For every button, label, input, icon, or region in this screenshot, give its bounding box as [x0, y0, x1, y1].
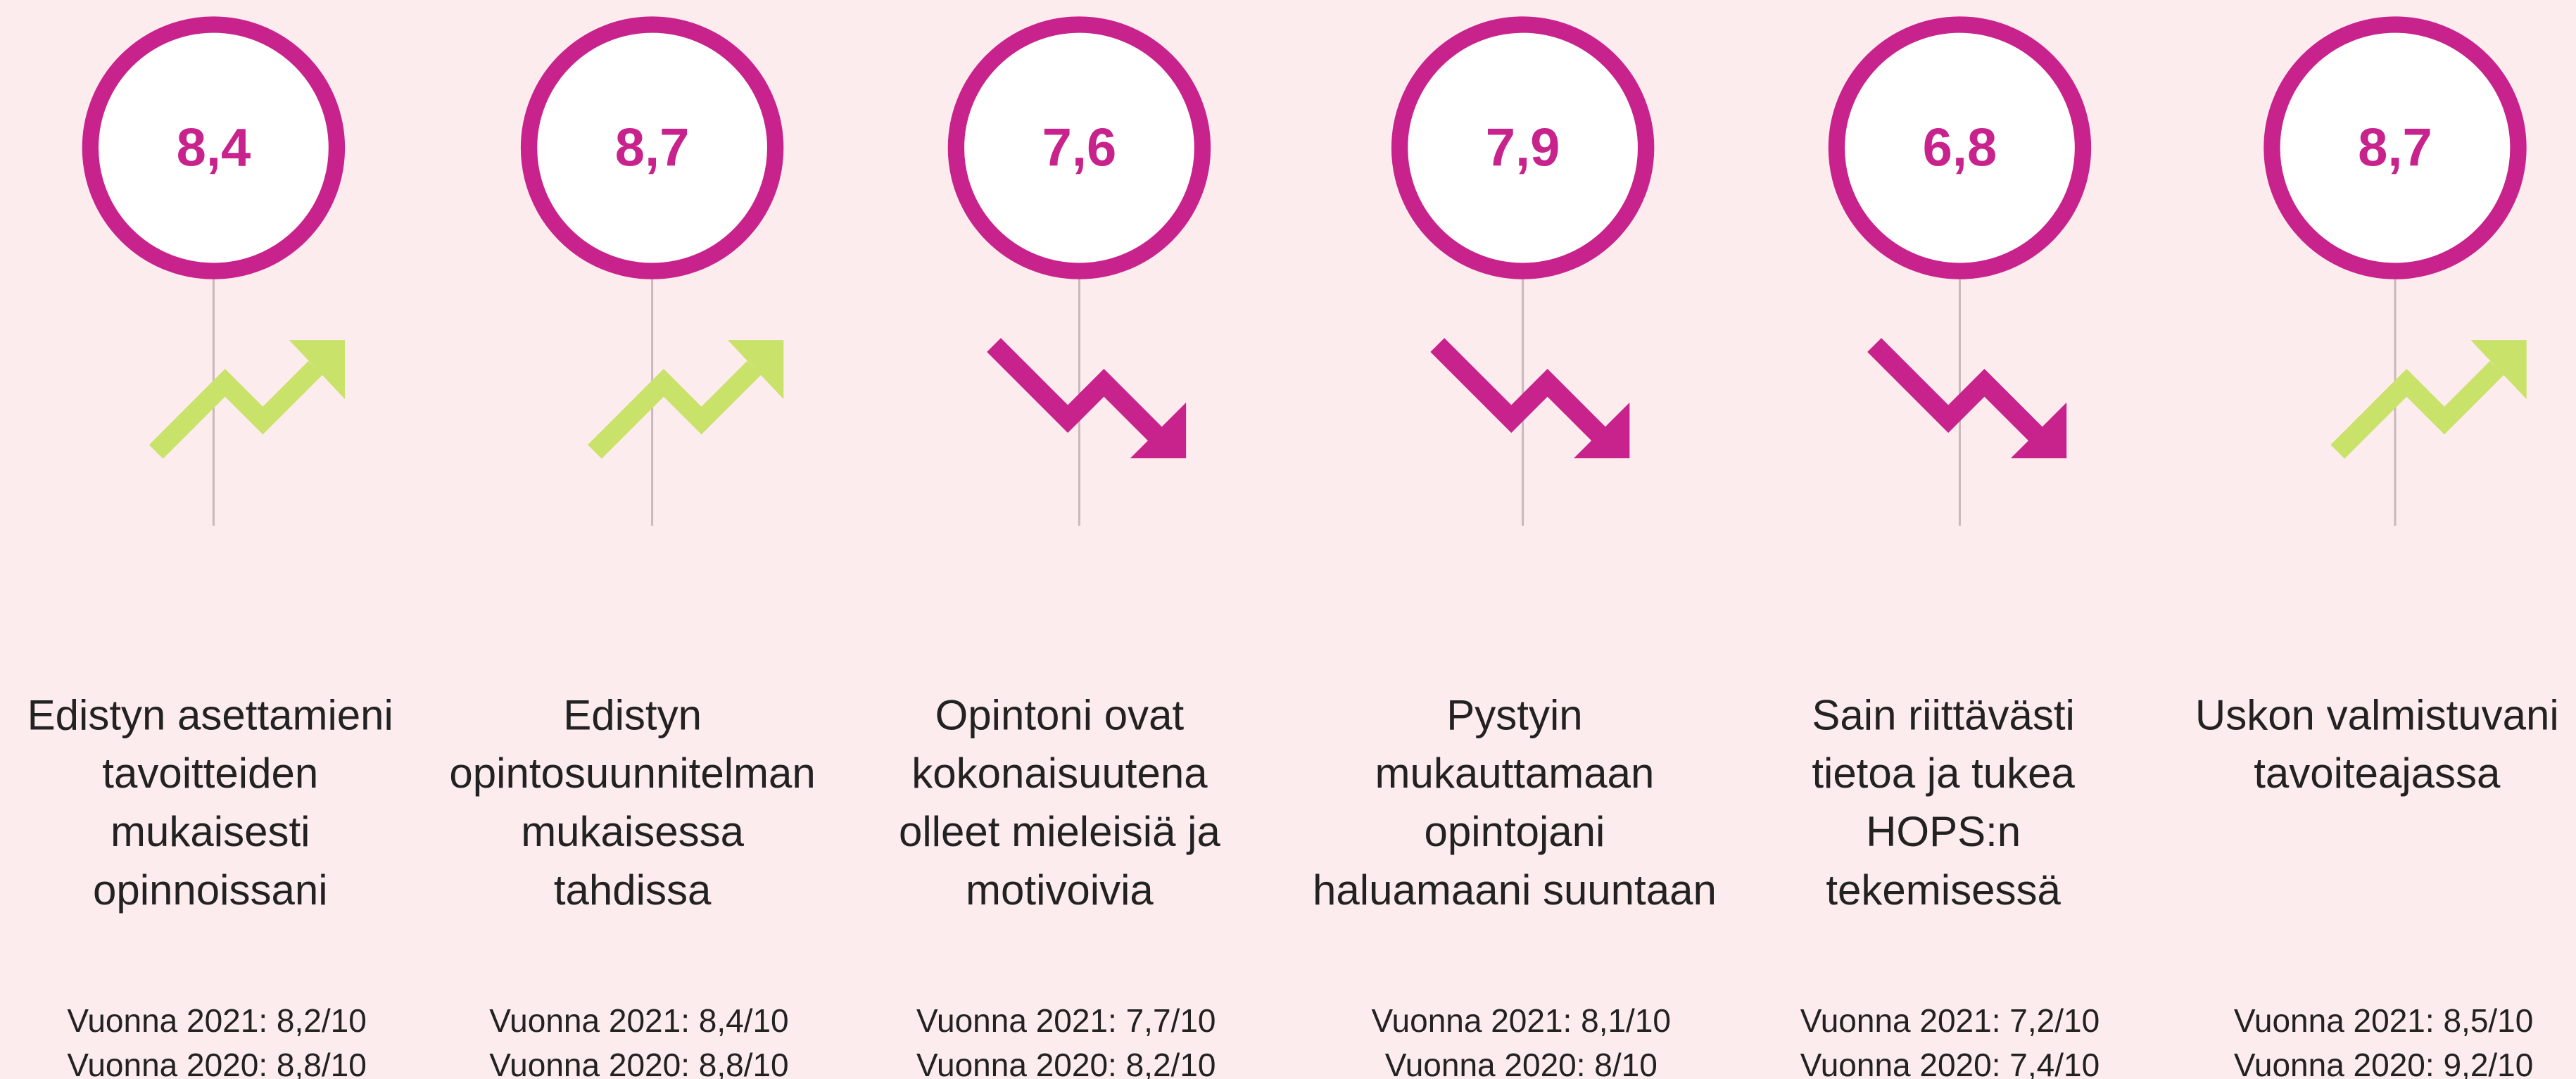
label-line: Opintoni ovat [935, 691, 1185, 738]
score-circle [82, 16, 346, 279]
label-line: tahdissa [554, 866, 712, 914]
label-line: Edistyn [563, 691, 702, 738]
label-line: tietoa ja tukea [1812, 750, 2075, 797]
score: 6,8 [1923, 118, 1997, 178]
label-line: tavoiteajassa [2254, 750, 2501, 797]
score: 7,6 [1042, 118, 1117, 178]
score-circle [520, 16, 784, 279]
item: 7,9 Pystyin mukauttamaan opintojani haluamaa… [1313, 16, 1717, 1079]
history-line: Vuonna 2021: 8,5/10 [2234, 1002, 2533, 1039]
history-line: Vuonna 2020: 8,8/10 [489, 1047, 788, 1079]
label-line: HOPS:n [1866, 808, 2021, 855]
label-line: motivoivia [966, 866, 1154, 914]
item: 8,7 Uskon valmistuvani tavoiteajassa Vuonna… [2195, 16, 2559, 1079]
label-line: kokonaisuutena [911, 750, 1208, 797]
score-circle [1391, 16, 1655, 279]
trend-arrow-line [1430, 338, 1612, 448]
trend-arrow-line [987, 338, 1169, 448]
history-line: Vuonna 2021: 7,7/10 [916, 1002, 1216, 1039]
history-line: Vuonna 2020: 8,8/10 [67, 1047, 366, 1079]
trend-arrow-line [2330, 360, 2504, 459]
trend-arrow-head [2010, 402, 2067, 459]
item: 6,8 Sain riittävästi tietoa ja tukea HOPS:n… [1800, 16, 2100, 1079]
label-line: Pystyin [1446, 691, 1582, 738]
trend-arrow-line [1867, 338, 2050, 448]
label-line: Edistyn asettamieni [27, 691, 393, 738]
label-line: Sain riittävästi [1812, 691, 2074, 738]
score: 8,7 [2358, 118, 2432, 178]
history-line: Vuonna 2020: 8/10 [1385, 1047, 1658, 1079]
history-line: Vuonna 2021: 8,2/10 [67, 1002, 366, 1039]
score-circle [947, 16, 1211, 279]
score: 8,4 [177, 118, 251, 178]
trend-arrow-head [289, 340, 346, 400]
history-line: Vuonna 2021: 8,4/10 [489, 1002, 788, 1039]
label-line: opinnoissani [93, 866, 328, 914]
label-line: mukaisessa [521, 808, 744, 855]
history-line: Vuonna 2021: 8,1/10 [1372, 1002, 1671, 1039]
label-line: haluamaani suuntaan [1313, 866, 1717, 914]
item: 8,7 Edistyn opintosuunnitelman mukaisessa ta… [449, 16, 816, 1079]
history-line: Vuonna 2021: 7,2/10 [1800, 1002, 2100, 1039]
label-line: opintosuunnitelman [449, 750, 815, 797]
item: 8,4 Edistyn asettamieni tavoitteiden mukais… [27, 16, 393, 1079]
label-line: opintojani [1425, 808, 1605, 855]
label-line: tekemisessä [1826, 866, 2061, 914]
history-line: Vuonna 2020: 9,2/10 [2234, 1047, 2533, 1079]
score: 8,7 [615, 118, 690, 178]
history-line: Vuonna 2020: 8,2/10 [916, 1047, 1216, 1079]
score-circle [1828, 16, 2092, 279]
trend-arrow-line [588, 360, 762, 459]
label-line: tavoitteiden [102, 750, 318, 797]
score: 7,9 [1486, 118, 1560, 178]
trend-arrow-head [1130, 402, 1187, 459]
trend-arrow-head [2470, 340, 2527, 400]
trend-arrow-line [149, 360, 323, 459]
label-line: mukaisesti [111, 808, 310, 855]
label-line: olleet mieleisiä ja [899, 808, 1221, 855]
trend-arrow-head [1573, 402, 1630, 459]
score-circle [2264, 16, 2527, 279]
item: 7,6 Opintoni ovat kokonaisuutena olleet mie… [899, 16, 1221, 1079]
trend-arrow-head [727, 340, 784, 400]
label-line: Uskon valmistuvani [2195, 691, 2559, 738]
label-line: mukauttamaan [1375, 750, 1655, 797]
history-line: Vuonna 2020: 7,4/10 [1800, 1047, 2100, 1079]
